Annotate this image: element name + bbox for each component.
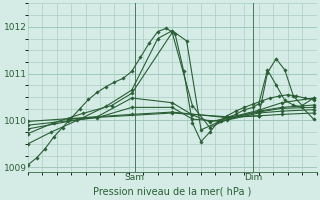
X-axis label: Pression niveau de la mer( hPa ): Pression niveau de la mer( hPa ): [93, 187, 252, 197]
